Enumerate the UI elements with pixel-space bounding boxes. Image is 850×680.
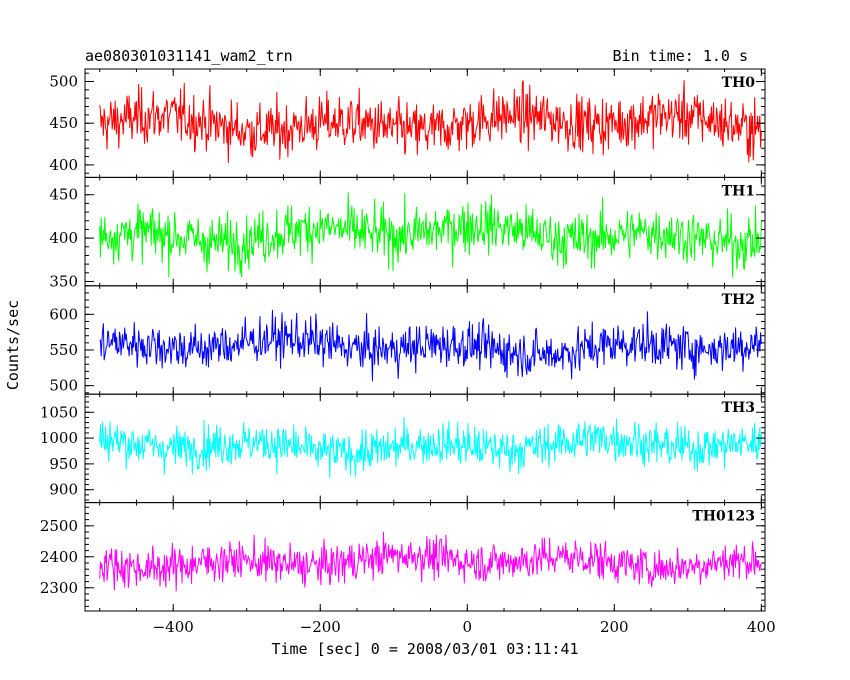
panel-th0: 400 450 500 TH0 bbox=[49, 68, 766, 178]
series-line-th1 bbox=[99, 192, 762, 278]
y-tick-label: 2400 bbox=[40, 548, 78, 566]
x-tick-label: 400 bbox=[747, 618, 776, 636]
series-line-th0 bbox=[99, 80, 762, 163]
y-tick-label: 500 bbox=[49, 73, 78, 91]
series-label-th0: TH0 bbox=[722, 75, 756, 91]
y-tick-label: 2300 bbox=[40, 579, 78, 597]
y-tick-label: 400 bbox=[49, 229, 78, 247]
y-tick-label: 450 bbox=[49, 114, 78, 132]
x-tick-label: −400 bbox=[153, 618, 194, 636]
series-line-th3 bbox=[99, 417, 762, 478]
chart-title: ae080301031141_wam2_trn bbox=[85, 47, 293, 65]
y-tick-label: 900 bbox=[49, 481, 78, 499]
series-line-th0123 bbox=[99, 531, 762, 592]
y-tick-label: 350 bbox=[49, 272, 78, 290]
panel-th2: 500 550 600 TH2 bbox=[49, 285, 766, 395]
y-tick-label: 1050 bbox=[40, 403, 78, 421]
y-tick-label: 450 bbox=[49, 186, 78, 204]
series-line-th2 bbox=[99, 309, 762, 382]
panel-th1: 350 400 450 TH1 bbox=[49, 176, 766, 290]
x-axis-label: Time [sec] 0 = 2008/03/01 03:11:41 bbox=[271, 640, 578, 658]
y-tick-label: 2500 bbox=[40, 517, 78, 535]
x-tick-label: 0 bbox=[462, 618, 472, 636]
series-label-th2: TH2 bbox=[722, 292, 755, 308]
y-tick-label: 600 bbox=[49, 305, 78, 323]
panel-th3: 900 950 1000 1050 TH3 bbox=[40, 393, 766, 504]
panel-th0123: 2300 2400 2500 TH0123 bbox=[40, 502, 766, 612]
x-axis: −400 −200 0 200 400 bbox=[153, 618, 776, 636]
series-label-th0123: TH0123 bbox=[692, 509, 755, 525]
y-axis-label: Counts/sec bbox=[4, 300, 22, 390]
bin-time-label: Bin time: 1.0 s bbox=[613, 47, 748, 65]
y-tick-label: 500 bbox=[49, 377, 78, 395]
x-tick-label: 200 bbox=[600, 618, 629, 636]
y-tick-label: 550 bbox=[49, 341, 78, 359]
series-label-th1: TH1 bbox=[722, 183, 755, 199]
series-label-th3: TH3 bbox=[722, 400, 755, 416]
y-tick-label: 400 bbox=[49, 156, 78, 174]
y-tick-label: 1000 bbox=[40, 429, 78, 447]
x-tick-label: −200 bbox=[300, 618, 341, 636]
y-tick-label: 950 bbox=[49, 455, 78, 473]
